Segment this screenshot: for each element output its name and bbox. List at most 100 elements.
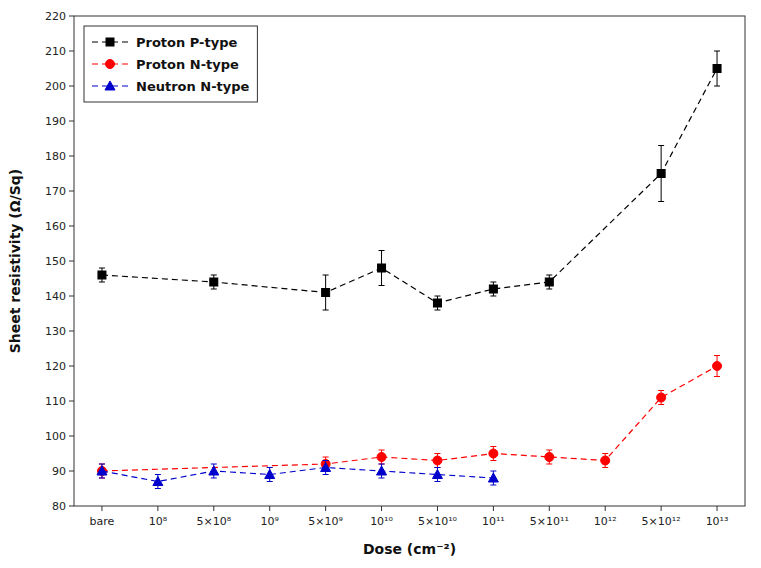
x-tick (661, 506, 662, 511)
y-tick-label: 210 (45, 45, 66, 58)
x-axis-label: Dose (cm⁻²) (363, 541, 456, 557)
data-point (657, 170, 665, 178)
error-bar-cap (211, 464, 217, 465)
data-point (657, 393, 666, 402)
x-tick-label: bare (90, 515, 115, 528)
data-point (97, 467, 106, 476)
error-bar-cap (211, 289, 217, 290)
legend-marker (106, 38, 114, 46)
error-bar (714, 51, 720, 86)
x-tick-label: 10⁹ (260, 515, 278, 528)
error-bar-cap (714, 86, 720, 87)
y-tick (69, 506, 74, 507)
series-line (102, 69, 717, 304)
y-tick-label: 160 (45, 220, 66, 233)
y-tick-label: 150 (45, 255, 66, 268)
data-point (153, 477, 163, 486)
error-bar-cap (602, 453, 608, 454)
y-tick-label: 120 (45, 360, 66, 373)
error-bar-cap (379, 478, 385, 479)
data-point (713, 362, 722, 371)
data-point (433, 299, 441, 307)
x-tick-label: 5×10¹⁰ (418, 515, 458, 528)
data-point (433, 456, 442, 465)
error-bar-cap (434, 296, 440, 297)
error-bar-cap (323, 457, 329, 458)
error-bar (99, 268, 105, 282)
error-bar-cap (99, 464, 105, 465)
error-bar-cap (658, 404, 664, 405)
legend-label: Proton P-type (136, 35, 237, 50)
error-bar-cap (490, 446, 496, 447)
data-point (377, 453, 386, 462)
error-bar (490, 282, 496, 296)
error-bar-cap (546, 464, 552, 465)
y-tick-label: 140 (45, 290, 66, 303)
error-bar-cap (490, 471, 496, 472)
y-tick (69, 51, 74, 52)
error-bar-cap (658, 390, 664, 391)
x-tick-label: 10¹¹ (482, 515, 505, 528)
legend-label: Proton N-type (136, 57, 239, 72)
x-tick (213, 506, 214, 511)
y-tick (69, 401, 74, 402)
error-bar-cap (323, 474, 329, 475)
y-tick-label: 90 (52, 465, 66, 478)
y-tick (69, 16, 74, 17)
x-tick (437, 506, 438, 511)
error-bar-cap (323, 460, 329, 461)
error-bar-cap (490, 460, 496, 461)
y-tick (69, 436, 74, 437)
x-tick (717, 506, 718, 511)
y-tick-label: 80 (52, 500, 66, 513)
error-bar-cap (211, 275, 217, 276)
y-tick-label: 200 (45, 80, 66, 93)
error-bar-cap (99, 464, 105, 465)
x-tick (493, 506, 494, 511)
y-tick (69, 191, 74, 192)
y-tick-label: 180 (45, 150, 66, 163)
error-bar-cap (434, 453, 440, 454)
legend: Proton P-typeProton N-typeNeutron N-type (84, 26, 257, 102)
data-point (210, 278, 218, 286)
error-bar-cap (155, 474, 161, 475)
x-tick-label: 5×10¹² (642, 515, 681, 528)
data-point (545, 278, 553, 286)
error-bar-cap (99, 268, 105, 269)
series (98, 51, 721, 310)
legend-frame (84, 26, 257, 102)
y-tick (69, 296, 74, 297)
series (97, 356, 721, 479)
error-bar-cap (99, 478, 105, 479)
data-point (97, 466, 107, 475)
error-bar-cap (267, 467, 273, 468)
x-tick-label: 5×10⁹ (308, 515, 343, 528)
data-point (209, 466, 219, 475)
data-point (545, 453, 554, 462)
error-bar-cap (379, 285, 385, 286)
data-point (98, 271, 106, 279)
series-line (102, 366, 717, 471)
y-tick-label: 220 (45, 10, 66, 23)
error-bar-cap (323, 275, 329, 276)
x-axis: bare10⁸5×10⁸10⁹5×10⁹10¹⁰5×10¹⁰10¹¹5×10¹¹… (90, 506, 729, 528)
plot-background (74, 16, 745, 506)
error-bar-cap (155, 488, 161, 489)
data-point (265, 470, 275, 479)
x-tick-label: 5×10¹¹ (530, 515, 569, 528)
error-bar-cap (379, 464, 385, 465)
error-bar-cap (99, 478, 105, 479)
error-bar-cap (434, 310, 440, 311)
x-tick (157, 506, 158, 511)
error-bar-cap (434, 481, 440, 482)
x-tick-label: 10⁸ (149, 515, 168, 528)
x-tick (325, 506, 326, 511)
error-bar (323, 275, 329, 310)
chart: 8090100110120130140150160170180190200210… (0, 0, 761, 568)
y-tick-label: 100 (45, 430, 66, 443)
x-tick (269, 506, 270, 511)
plot-frame (74, 16, 745, 506)
x-tick (101, 506, 102, 511)
error-bar-cap (546, 450, 552, 451)
error-bar-cap (323, 310, 329, 311)
